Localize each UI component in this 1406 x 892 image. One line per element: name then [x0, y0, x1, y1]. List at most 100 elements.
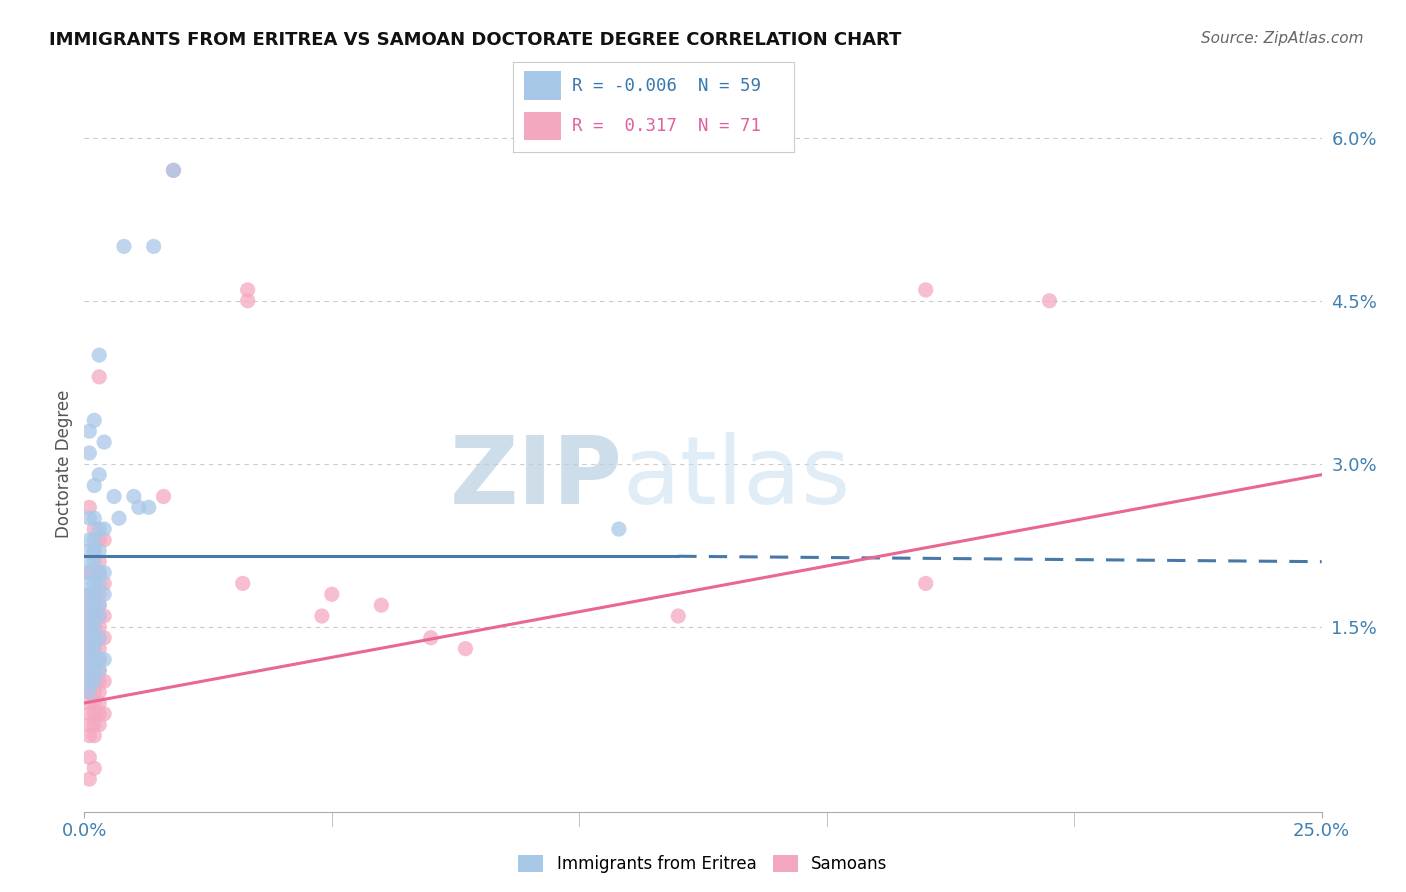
Point [79, 706, 101, 721]
Point [93, 674, 115, 689]
Point [79, 674, 101, 689]
Point [93, 435, 115, 450]
Point [79, 696, 101, 710]
Point [93, 631, 115, 645]
Point [83, 685, 105, 699]
Point [89, 566, 111, 580]
Point [79, 631, 101, 645]
Point [83, 555, 105, 569]
Point [89, 631, 111, 645]
Point [79, 664, 101, 678]
Point [79, 664, 101, 678]
Text: Source: ZipAtlas.com: Source: ZipAtlas.com [1201, 31, 1364, 46]
Point [93, 609, 115, 624]
Point [83, 587, 105, 601]
Point [914, 576, 936, 591]
Point [83, 696, 105, 710]
Point [89, 598, 111, 612]
Point [89, 620, 111, 634]
Point [89, 664, 111, 678]
Point [321, 587, 343, 601]
Point [93, 522, 115, 536]
Point [79, 587, 101, 601]
Point [89, 576, 111, 591]
Point [666, 609, 689, 624]
Point [93, 587, 115, 601]
Point [83, 641, 105, 656]
Point [103, 490, 125, 504]
Point [83, 413, 105, 427]
Point [79, 609, 101, 624]
Point [83, 598, 105, 612]
Point [83, 631, 105, 645]
Point [83, 587, 105, 601]
Point [93, 566, 115, 580]
Point [83, 674, 105, 689]
Point [79, 576, 101, 591]
Point [79, 500, 101, 515]
Point [83, 511, 105, 525]
Point [607, 522, 630, 536]
Point [79, 652, 101, 666]
Point [79, 631, 101, 645]
Point [93, 652, 115, 666]
Point [89, 348, 111, 362]
Text: R =  0.317  N = 71: R = 0.317 N = 71 [572, 117, 761, 135]
Point [122, 490, 145, 504]
Point [83, 641, 105, 656]
Point [83, 543, 105, 558]
Legend: Immigrants from Eritrea, Samoans: Immigrants from Eritrea, Samoans [512, 848, 894, 880]
Point [914, 283, 936, 297]
Point [79, 685, 101, 699]
Point [89, 685, 111, 699]
Text: atlas: atlas [623, 432, 851, 524]
Point [79, 511, 101, 525]
Point [1038, 293, 1060, 308]
Point [79, 620, 101, 634]
Point [370, 598, 392, 612]
Y-axis label: Doctorate Degree: Doctorate Degree [55, 390, 73, 538]
Point [142, 239, 165, 253]
Point [236, 283, 259, 297]
Point [89, 522, 111, 536]
Point [89, 706, 111, 721]
Point [83, 729, 105, 743]
Point [89, 609, 111, 624]
Point [83, 761, 105, 775]
Point [89, 587, 111, 601]
Point [83, 706, 105, 721]
Point [89, 652, 111, 666]
Point [79, 566, 101, 580]
Point [162, 163, 184, 178]
Point [89, 696, 111, 710]
Point [454, 641, 477, 656]
Point [83, 664, 105, 678]
Point [83, 609, 105, 624]
Point [83, 522, 105, 536]
Point [79, 750, 101, 764]
Point [89, 664, 111, 678]
Point [79, 566, 101, 580]
Point [79, 543, 101, 558]
Point [83, 576, 105, 591]
Point [152, 490, 174, 504]
Point [112, 239, 135, 253]
Point [89, 566, 111, 580]
Point [79, 424, 101, 438]
Point [79, 446, 101, 460]
Text: R = -0.006  N = 59: R = -0.006 N = 59 [572, 77, 761, 95]
Point [89, 467, 111, 482]
Point [93, 576, 115, 591]
Point [89, 674, 111, 689]
Point [93, 706, 115, 721]
Point [83, 620, 105, 634]
Point [79, 555, 101, 569]
Point [89, 717, 111, 731]
Point [93, 533, 115, 547]
Bar [524, 71, 561, 100]
Point [79, 609, 101, 624]
Point [79, 641, 101, 656]
Point [79, 729, 101, 743]
Point [419, 631, 441, 645]
Point [79, 674, 101, 689]
